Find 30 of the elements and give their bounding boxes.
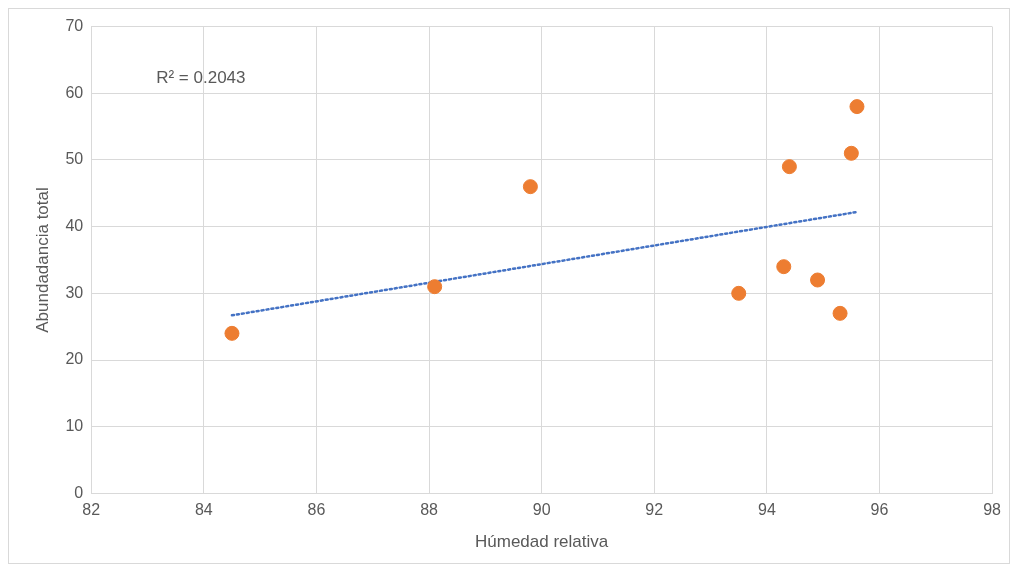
- y-tick-label: 0: [74, 483, 84, 501]
- point: [832, 305, 848, 321]
- x-tick-label: 96: [870, 501, 889, 519]
- x-tick-label: 86: [307, 501, 326, 519]
- y-tick-label: 40: [65, 217, 84, 235]
- y-axis-title: Abundadancia total: [32, 187, 52, 333]
- point: [810, 272, 826, 288]
- point: [522, 179, 538, 195]
- y-tick-label: 30: [65, 283, 84, 301]
- y-tick-label: 70: [65, 17, 84, 35]
- y-tick-label: 20: [65, 350, 84, 368]
- x-tick-label: 90: [532, 501, 551, 519]
- x-tick-label: 84: [194, 501, 213, 519]
- point: [781, 159, 797, 175]
- point: [731, 285, 747, 301]
- x-tick-label: 98: [983, 501, 1002, 519]
- x-tick-label: 82: [82, 501, 101, 519]
- x-tick-label: 92: [645, 501, 664, 519]
- point: [224, 325, 240, 341]
- point: [843, 145, 859, 161]
- y-tick-label: 60: [65, 83, 84, 101]
- x-axis-title: Húmedad relativa: [475, 532, 609, 552]
- y-tick-label: 10: [65, 417, 84, 435]
- point: [849, 99, 865, 115]
- annotation: R² = 0.2043: [156, 68, 246, 88]
- point: [427, 279, 443, 295]
- point: [776, 259, 792, 275]
- x-tick-label: 88: [420, 501, 439, 519]
- x-tick-label: 94: [757, 501, 776, 519]
- y-tick-label: 50: [65, 150, 84, 168]
